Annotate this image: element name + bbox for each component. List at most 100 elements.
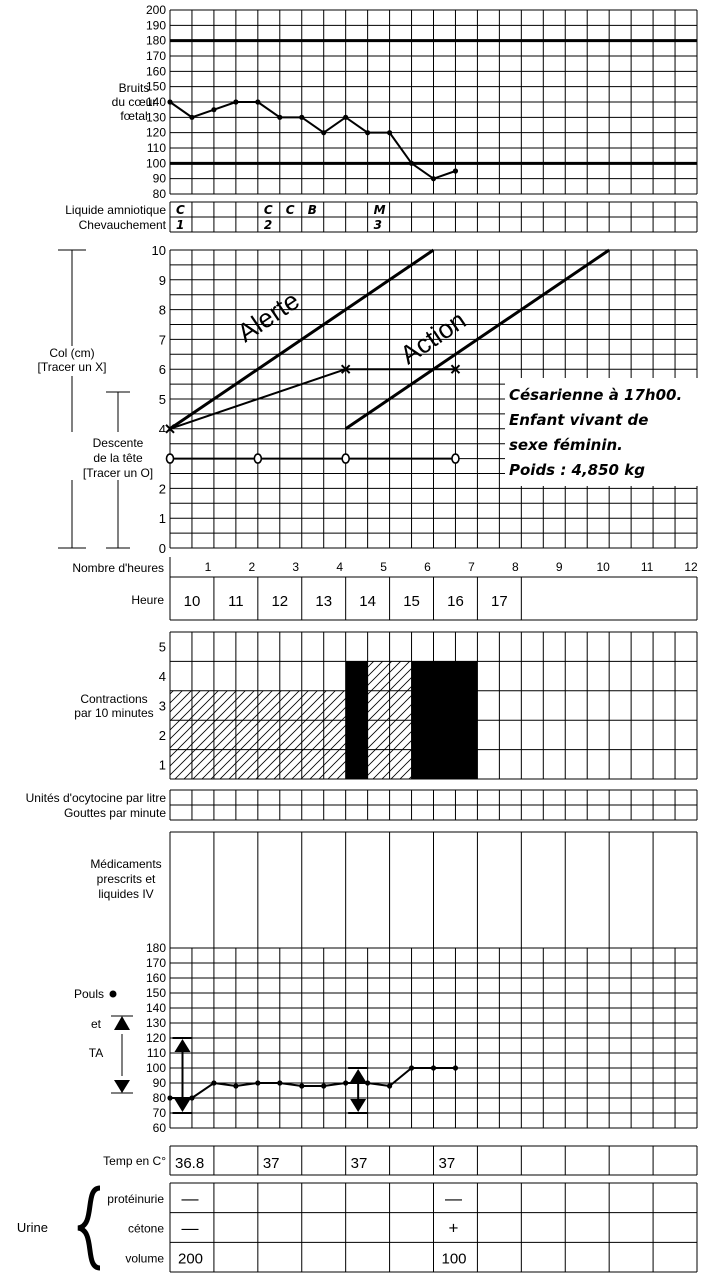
contraction-tick-3: 2 bbox=[159, 728, 166, 743]
fhr-label-0: Bruits bbox=[119, 81, 150, 95]
pulse-point-6 bbox=[299, 1083, 305, 1089]
hour-number-7: 8 bbox=[512, 560, 519, 574]
vitals-tick-1: 170 bbox=[146, 956, 166, 970]
descent-label-1: de la tête bbox=[93, 451, 143, 465]
pulse-point-2 bbox=[211, 1080, 217, 1086]
pulse-point-0 bbox=[167, 1095, 173, 1101]
fhr-point-3 bbox=[233, 99, 239, 105]
temp-value-0: 36.8 bbox=[175, 1155, 204, 1172]
urine-label: Urine bbox=[17, 1220, 48, 1235]
bp-arrow-up-1 bbox=[350, 1069, 367, 1082]
pulse-point-4 bbox=[255, 1080, 261, 1086]
time-value-6: 16 bbox=[447, 593, 464, 610]
fhr-tick-12: 80 bbox=[153, 187, 167, 201]
drugs-label-0: Médicaments bbox=[90, 857, 161, 871]
urine-volume-1: 100 bbox=[442, 1250, 467, 1267]
action-label: Action bbox=[395, 305, 472, 370]
cross-stroke bbox=[450, 364, 461, 374]
fhr-tick-8: 120 bbox=[146, 126, 166, 140]
pulse-point-12 bbox=[430, 1065, 437, 1071]
cesarean-note-2: sexe féminin. bbox=[509, 436, 623, 454]
urine-protein-0: — bbox=[182, 1189, 199, 1208]
time-value-7: 17 bbox=[491, 593, 508, 610]
pulse-point-5 bbox=[277, 1080, 283, 1086]
temp-value-1: 37 bbox=[263, 1155, 280, 1172]
urine-protein-1: — bbox=[445, 1189, 462, 1208]
cervix-tick-1: 9 bbox=[159, 273, 166, 288]
fhr-point-9 bbox=[365, 130, 371, 136]
temp-label: Temp en C° bbox=[103, 1154, 166, 1168]
hour-number-1: 2 bbox=[248, 560, 255, 574]
cesarean-note-1: Enfant vivant de bbox=[509, 411, 648, 429]
cervix-tick-2: 8 bbox=[159, 303, 166, 318]
time-value-3: 13 bbox=[315, 593, 332, 610]
time-value-4: 14 bbox=[359, 593, 376, 610]
hour-number-0: 1 bbox=[205, 560, 212, 574]
liquid-entry-1: C bbox=[264, 203, 273, 217]
urine-row-label-0: protéinurie bbox=[107, 1192, 164, 1206]
moulding-label: Chevauchement bbox=[79, 218, 167, 232]
bp-arrow-down-1 bbox=[350, 1099, 367, 1112]
contraction-tick-0: 5 bbox=[159, 640, 166, 655]
hour-number-11: 12 bbox=[684, 560, 698, 574]
ta-legend-arrow-down bbox=[114, 1080, 130, 1093]
fhr-tick-11: 90 bbox=[153, 172, 167, 186]
urine-ketone-1: + bbox=[449, 1219, 459, 1238]
cervix-tick-6: 4 bbox=[159, 422, 166, 437]
descent-point-2 bbox=[341, 453, 350, 464]
pulse-point-10 bbox=[386, 1083, 393, 1089]
cervix-label-0: Col (cm) bbox=[49, 346, 94, 360]
pulse-point-11 bbox=[408, 1065, 415, 1071]
et-label: et bbox=[91, 1017, 102, 1031]
cross-stroke bbox=[165, 424, 175, 434]
cervix-tick-5: 5 bbox=[159, 392, 166, 407]
pulse-point-7 bbox=[321, 1083, 327, 1089]
pulse-line bbox=[170, 1067, 456, 1099]
fhr-point-7 bbox=[321, 130, 327, 136]
hour-number-4: 5 bbox=[380, 560, 387, 574]
descent-label-bg bbox=[70, 432, 166, 480]
cervix-point-1 bbox=[340, 364, 351, 374]
fhr-point-8 bbox=[343, 114, 349, 120]
moulding-entry-1: 2 bbox=[264, 218, 272, 232]
hour-number-9: 10 bbox=[596, 560, 610, 574]
descent-point-1 bbox=[253, 453, 263, 464]
time-label: Heure bbox=[131, 593, 164, 607]
cervix-tick-8: 2 bbox=[159, 481, 166, 496]
vitals-tick-9: 90 bbox=[153, 1076, 167, 1090]
contraction-tick-2: 3 bbox=[159, 699, 166, 714]
vitals-tick-6: 120 bbox=[146, 1031, 166, 1045]
contraction-tick-1: 4 bbox=[159, 669, 166, 684]
cesarean-note-0: Césarienne à 17h00. bbox=[509, 386, 682, 404]
contraction-tick-4: 1 bbox=[159, 757, 166, 772]
hour-number-6: 7 bbox=[468, 560, 475, 574]
liquid-entry-2: C bbox=[286, 203, 295, 217]
drops-label: Gouttes par minute bbox=[64, 806, 166, 820]
descent-point-0 bbox=[165, 453, 175, 464]
vitals-tick-4: 140 bbox=[146, 1001, 166, 1015]
urine-ketone-0: — bbox=[182, 1219, 199, 1238]
fhr-point-4 bbox=[255, 99, 261, 105]
hour-number-5: 6 bbox=[424, 560, 431, 574]
liquid-entry-3: B bbox=[308, 203, 317, 217]
fhr-tick-3: 170 bbox=[146, 49, 166, 63]
cervix-segment-0 bbox=[169, 368, 346, 430]
hour-number-2: 3 bbox=[292, 560, 299, 574]
hour-number-10: 11 bbox=[641, 560, 654, 574]
vitals-tick-0: 180 bbox=[146, 941, 166, 955]
fhr-point-6 bbox=[299, 114, 305, 120]
fhr-label-2: fœtal bbox=[120, 109, 147, 123]
fhr-tick-10: 100 bbox=[146, 156, 166, 170]
vitals-tick-5: 130 bbox=[146, 1016, 166, 1030]
pulse-point-13 bbox=[452, 1065, 459, 1071]
fhr-point-11 bbox=[408, 160, 415, 166]
cervix-tick-0: 10 bbox=[152, 243, 166, 258]
fhr-tick-0: 200 bbox=[146, 3, 166, 17]
time-value-0: 10 bbox=[184, 593, 201, 610]
fhr-point-0 bbox=[167, 99, 173, 105]
pulse-label: Pouls bbox=[74, 987, 104, 1001]
cesarean-note-3: Poids : 4,850 kg bbox=[509, 461, 645, 479]
pulse-point-8 bbox=[343, 1080, 349, 1086]
time-value-5: 15 bbox=[403, 593, 420, 610]
